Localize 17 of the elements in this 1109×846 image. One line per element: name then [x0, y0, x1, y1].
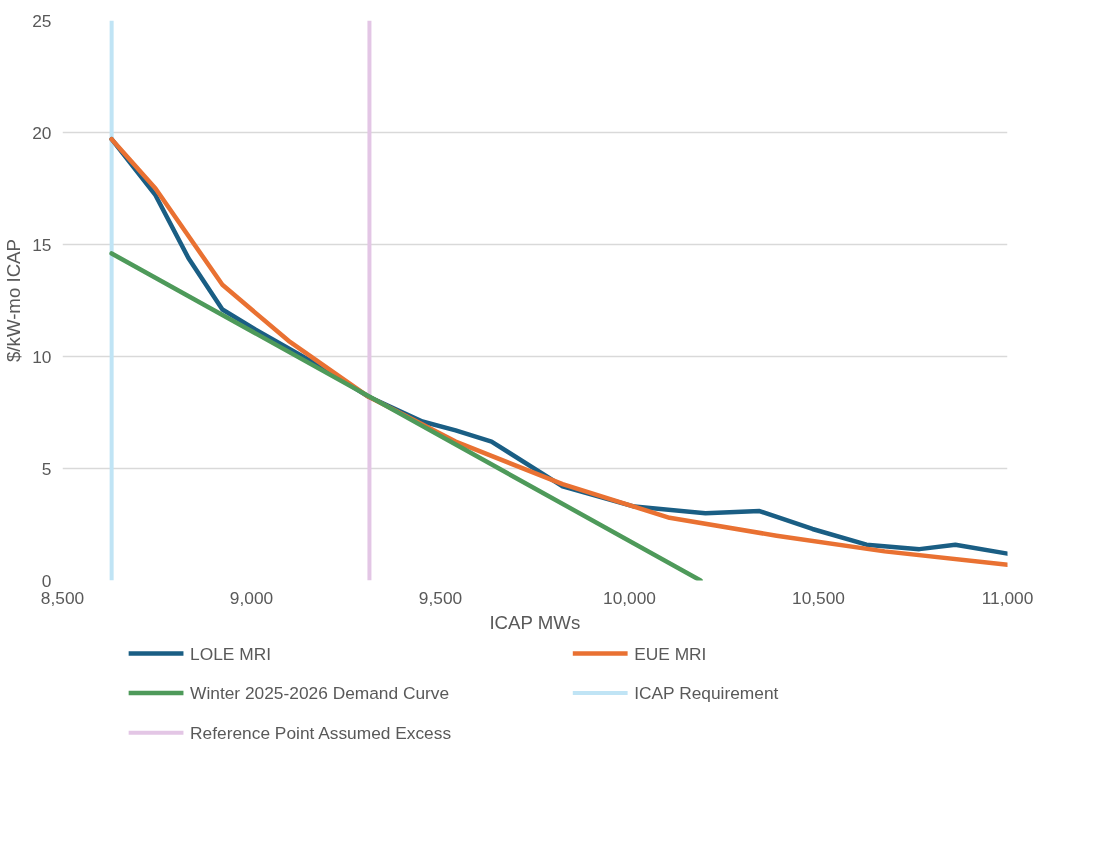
- y-tick-label: 10: [32, 346, 52, 367]
- y-tick-label: 20: [32, 122, 52, 143]
- y-axis-title: $/kW-mo ICAP: [3, 238, 25, 363]
- legend-label: Winter 2025-2026 Demand Curve: [190, 683, 450, 704]
- legend-label: Reference Point Assumed Excess: [190, 722, 452, 743]
- y-tick-label: 5: [41, 458, 52, 479]
- y-tick-label: 25: [32, 10, 52, 31]
- legend-label: ICAP Requirement: [634, 683, 779, 704]
- x-axis-title: ICAP MWs: [489, 611, 581, 633]
- x-tick-label: 9,500: [418, 587, 463, 608]
- x-tick-label: 10,500: [792, 587, 845, 608]
- x-tick-label: 9,000: [229, 587, 274, 608]
- x-tick-label: 10,000: [603, 587, 656, 608]
- legend-label: LOLE MRI: [190, 643, 271, 664]
- y-tick-label: 15: [32, 234, 52, 255]
- x-tick-label: 11,000: [981, 587, 1034, 608]
- legend-label: EUE MRI: [634, 643, 707, 664]
